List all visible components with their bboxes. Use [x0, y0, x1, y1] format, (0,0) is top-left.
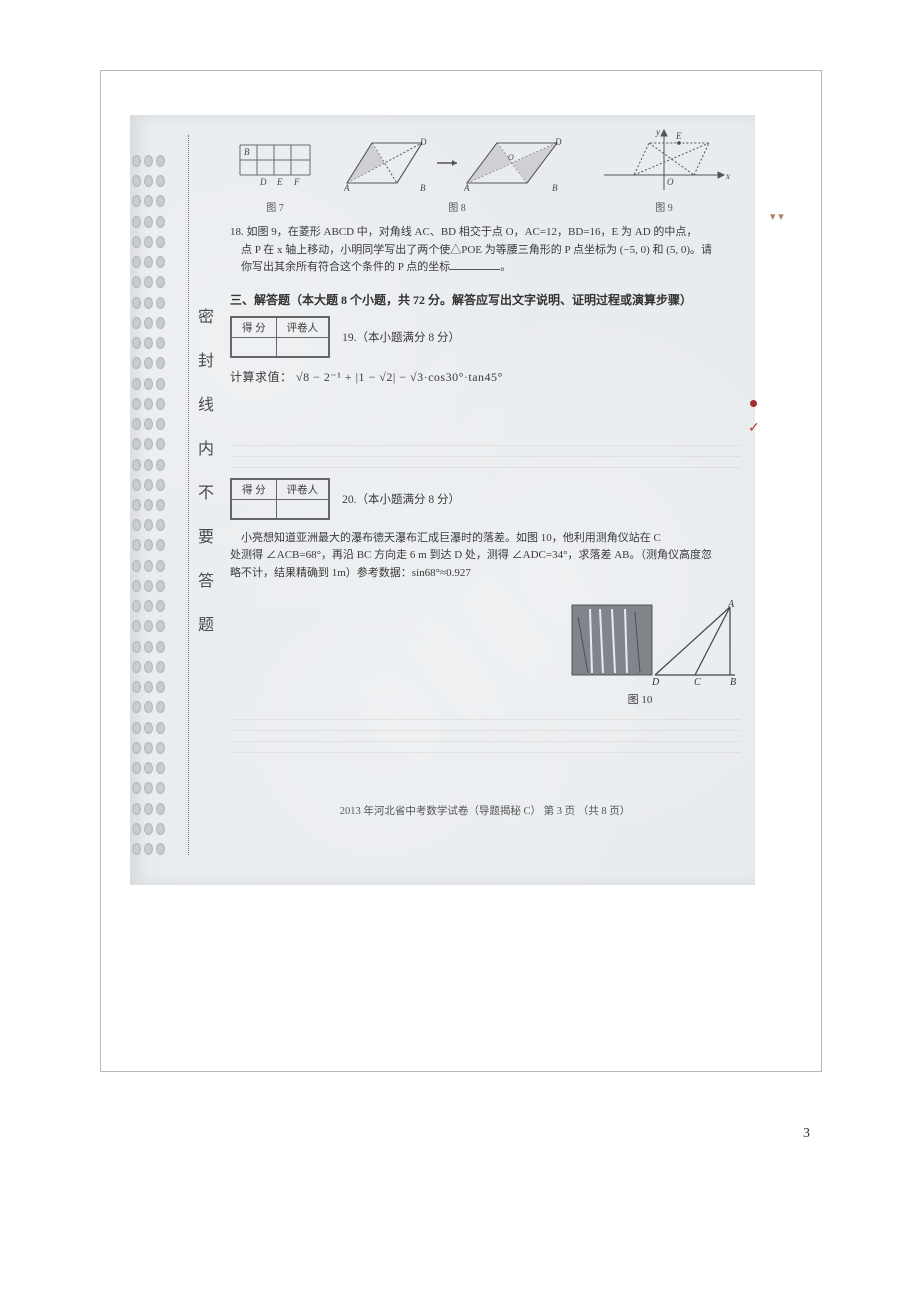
bleedthrough-text: [230, 445, 740, 468]
q18-number: 18.: [230, 226, 244, 238]
figure-10: A B C D: [570, 597, 740, 687]
scan-mark-tick: ✓: [748, 420, 760, 437]
svg-text:O: O: [667, 177, 674, 187]
q19-expression: 计算求值： √8 − 2⁻¹ + |1 − √2| − √3·cos30°·ta…: [230, 368, 740, 385]
svg-text:A: A: [343, 183, 350, 193]
svg-text:A: A: [463, 183, 470, 193]
q18-suffix: 。: [500, 261, 511, 273]
svg-text:x: x: [725, 171, 730, 181]
margin-char: 密: [194, 310, 218, 326]
fig8-caption: 图 8: [342, 199, 572, 214]
svg-text:B: B: [730, 677, 736, 687]
q19-header: 得 分 评卷人 19.（本小题满分 8 分）: [230, 316, 740, 358]
page-number: 3: [803, 1126, 810, 1142]
margin-char: 线: [194, 398, 218, 414]
score-box: 得 分 评卷人: [230, 316, 330, 358]
scan-mark: ▾ ▾: [770, 210, 784, 223]
svg-text:D: D: [419, 137, 427, 147]
fig7-caption: 图 7: [230, 199, 320, 214]
q20-line1: 小亮想知道亚洲最大的瀑布德天瀑布汇成巨瀑时的落差。如图 10，他利用测角仪站在 …: [241, 532, 661, 544]
margin-char: 要: [194, 530, 218, 546]
main-content: B D E F A B D: [230, 125, 740, 818]
figure-captions: 图 7 图 8 图 9: [230, 199, 740, 214]
figure-10-wrap: A B C D: [230, 597, 740, 687]
q20-line2: 处测得 ∠ACB=68°，再沿 BC 方向走 6 m 到达 D 处，测得 ∠AD…: [230, 549, 712, 561]
svg-text:D: D: [554, 137, 562, 147]
page-footer: 2013 年河北省中考数学试卷（导题揭秘 C） 第 3 页 （共 8 页）: [230, 803, 740, 818]
score-col2: 评卷人: [276, 479, 329, 499]
svg-text:E: E: [276, 177, 283, 187]
margin-char: 题: [194, 618, 218, 634]
svg-text:C: C: [694, 677, 701, 687]
margin-char: 内: [194, 442, 218, 458]
question-18: 18. 如图 9，在菱形 ABCD 中，对角线 AC、BD 相交于点 O，AC=…: [230, 224, 740, 277]
svg-text:B: B: [420, 183, 426, 193]
q20-label: 20.（本小题满分 8 分）: [342, 491, 460, 507]
svg-text:D: D: [651, 677, 660, 687]
q18-text: 如图 9，在菱形 ABCD 中，对角线 AC、BD 相交于点 O，AC=12，B…: [247, 226, 698, 238]
fig9-caption: 图 9: [594, 199, 734, 214]
svg-text:D: D: [259, 177, 267, 187]
q18-text2: 点 P 在 x 轴上移动，小明同学写出了两个使△POE 为等腰三角形的 P 点坐…: [241, 244, 712, 256]
svg-text:E: E: [675, 131, 682, 141]
q19-prefix: 计算求值：: [230, 370, 293, 384]
score-col1: 得 分: [232, 479, 277, 499]
q20-header: 得 分 评卷人 20.（本小题满分 8 分）: [230, 478, 740, 520]
question-20: 小亮想知道亚洲最大的瀑布德天瀑布汇成巨瀑时的落差。如图 10，他利用测角仪站在 …: [230, 530, 740, 583]
score-box: 得 分 评卷人: [230, 478, 330, 520]
score-col2: 评卷人: [276, 317, 329, 337]
svg-text:B: B: [552, 183, 558, 193]
figure-8: A B D A O B D: [342, 133, 572, 195]
seal-line-text: 密 封 线 内 不 要 答 题: [194, 310, 218, 634]
q18-text3: 你写出其余所有符合这个条件的 P 点的坐标: [241, 261, 450, 273]
scan-mark-dot: [750, 400, 757, 407]
margin-char: 封: [194, 354, 218, 370]
seal-dotted-line: [188, 135, 189, 855]
svg-text:O: O: [508, 153, 514, 162]
fig10-caption: 图 10: [540, 691, 740, 707]
q19-label: 19.（本小题满分 8 分）: [342, 329, 460, 345]
answer-blank: [450, 259, 500, 270]
svg-text:B: B: [244, 147, 250, 157]
section-3-title: 三、解答题（本大题 8 个小题，共 72 分。解答应写出文字说明、证明过程或演算…: [230, 291, 740, 308]
q19-math: √8 − 2⁻¹ + |1 − √2| − √3·cos30°·tan45°: [296, 370, 503, 384]
score-col1: 得 分: [232, 317, 277, 337]
margin-char: 不: [194, 486, 218, 502]
binding-holes: [132, 155, 168, 855]
svg-text:F: F: [293, 177, 300, 187]
bleedthrough-text-2: [230, 719, 740, 753]
svg-text:A: A: [727, 599, 735, 610]
figure-7: B D E F: [230, 135, 320, 195]
margin-char: 答: [194, 574, 218, 590]
q20-line3: 略不计，结果精确到 1m）参考数据：sin68°≈0.927: [230, 567, 471, 579]
figures-row: B D E F A B D: [230, 125, 740, 195]
figure-9: E O x y: [594, 125, 734, 195]
svg-text:y: y: [655, 127, 660, 137]
